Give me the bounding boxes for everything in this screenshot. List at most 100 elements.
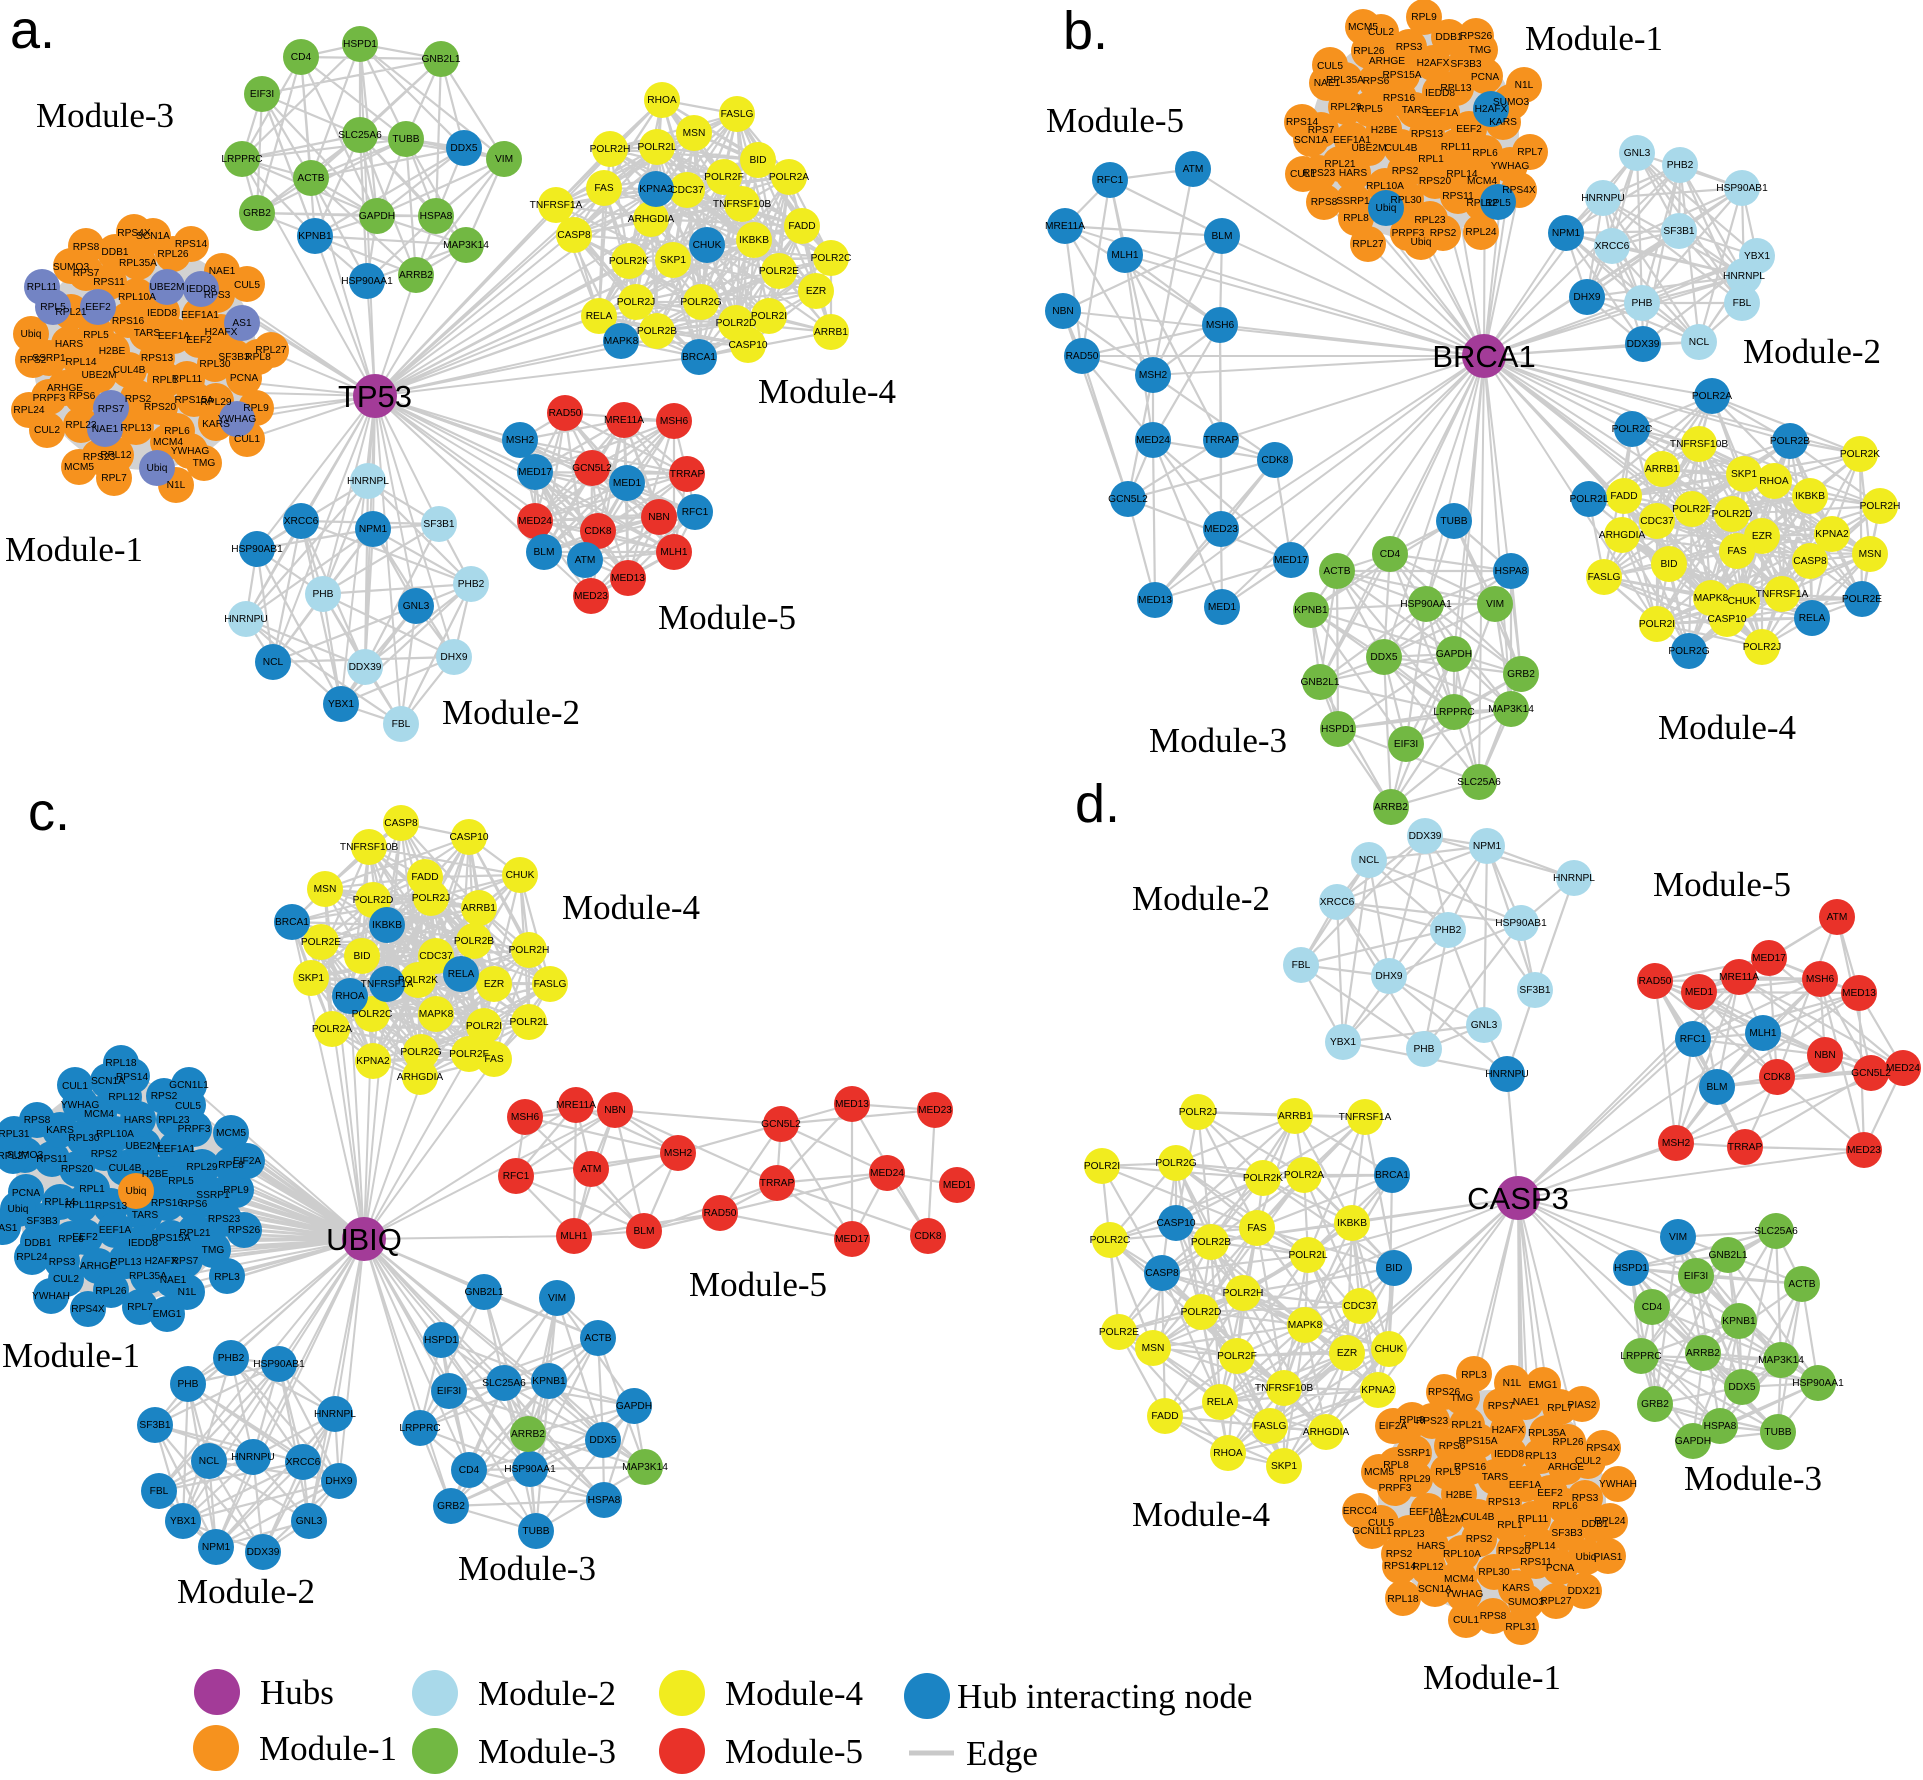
svg-text:RPL13: RPL13: [120, 423, 151, 434]
svg-text:DHX9: DHX9: [1375, 971, 1403, 982]
svg-text:RPS20: RPS20: [144, 402, 177, 413]
svg-text:EMG1: EMG1: [1529, 1380, 1558, 1391]
svg-text:POLR2I: POLR2I: [1084, 1161, 1120, 1172]
svg-text:NBN: NBN: [1052, 306, 1074, 317]
svg-text:RPL1: RPL1: [1497, 1520, 1523, 1531]
svg-text:FAS: FAS: [484, 1054, 503, 1065]
svg-text:RPL29: RPL29: [1399, 1474, 1430, 1485]
svg-text:YWHAH: YWHAH: [1599, 1479, 1637, 1490]
svg-text:RPS3: RPS3: [204, 290, 231, 301]
svg-text:RPL5: RPL5: [168, 1176, 194, 1187]
svg-text:N1L: N1L: [178, 1287, 197, 1298]
svg-text:DDX21: DDX21: [1568, 1586, 1601, 1597]
svg-text:RPS26: RPS26: [228, 1225, 261, 1236]
svg-text:RPS11: RPS11: [93, 277, 125, 288]
svg-text:BRCA1: BRCA1: [1375, 1170, 1409, 1181]
svg-text:TARS: TARS: [1402, 105, 1429, 116]
svg-text:NPM1: NPM1: [1552, 228, 1581, 239]
svg-text:GNB2L1: GNB2L1: [1300, 677, 1339, 688]
svg-text:ATM: ATM: [1183, 164, 1204, 175]
svg-text:PRPF3: PRPF3: [33, 393, 66, 404]
svg-text:CDK8: CDK8: [1763, 1072, 1791, 1083]
svg-text:TARS: TARS: [134, 328, 161, 339]
svg-text:MED17: MED17: [835, 1234, 869, 1245]
svg-text:POLR2D: POLR2D: [1181, 1307, 1222, 1318]
svg-text:CDK8: CDK8: [584, 526, 612, 537]
svg-text:RPS13: RPS13: [141, 353, 174, 364]
svg-text:SUMO3: SUMO3: [1493, 97, 1530, 108]
svg-text:N1L: N1L: [1515, 80, 1534, 91]
svg-text:POLR2L: POLR2L: [1288, 1250, 1327, 1261]
svg-text:KPNA2: KPNA2: [356, 1056, 390, 1067]
svg-text:ARHGDIA: ARHGDIA: [1599, 530, 1646, 541]
svg-text:POLR2H: POLR2H: [1223, 1288, 1264, 1299]
svg-text:RPS14: RPS14: [1286, 117, 1319, 128]
svg-text:UBE2M: UBE2M: [149, 282, 184, 293]
svg-text:RAD50: RAD50: [549, 408, 582, 419]
svg-text:RPS8: RPS8: [73, 242, 100, 253]
svg-text:MAP3K14: MAP3K14: [1488, 704, 1534, 715]
svg-text:IEDD8: IEDD8: [186, 284, 216, 295]
svg-text:MCM4: MCM4: [84, 1109, 114, 1120]
svg-text:RPL23: RPL23: [1393, 1529, 1424, 1540]
svg-text:MCM4: MCM4: [1444, 1574, 1474, 1585]
svg-text:RPL11: RPL11: [1441, 142, 1472, 153]
svg-text:FADD: FADD: [1151, 1411, 1178, 1422]
svg-text:CDC37: CDC37: [670, 185, 704, 196]
svg-text:EZR: EZR: [1752, 531, 1772, 542]
svg-text:EEF1A1: EEF1A1: [1333, 135, 1371, 146]
svg-text:ATM: ATM: [1827, 912, 1848, 923]
svg-text:RPL21: RPL21: [1451, 1420, 1482, 1431]
svg-text:RPS4X: RPS4X: [1586, 1443, 1620, 1454]
svg-text:EEF2: EEF2: [1537, 1488, 1563, 1499]
svg-text:POLR2I: POLR2I: [751, 311, 787, 322]
svg-text:RPL6: RPL6: [1472, 148, 1498, 159]
svg-text:RPS23: RPS23: [83, 452, 116, 463]
svg-text:RPS15A: RPS15A: [1382, 70, 1421, 81]
svg-text:RPS23: RPS23: [1303, 168, 1336, 179]
svg-text:KARS: KARS: [46, 1125, 74, 1136]
svg-text:TNFRSF10B: TNFRSF10B: [1670, 439, 1729, 450]
svg-text:Ubiq: Ubiq: [8, 1204, 29, 1215]
svg-text:MED23: MED23: [1204, 524, 1238, 535]
svg-text:MAPK8: MAPK8: [419, 1009, 454, 1020]
svg-text:POLR2J: POLR2J: [1179, 1107, 1218, 1118]
svg-text:ARHGE: ARHGE: [80, 1261, 116, 1272]
svg-text:CHUK: CHUK: [693, 240, 722, 251]
svg-text:TUBB: TUBB: [522, 1526, 549, 1537]
svg-text:CUL2: CUL2: [53, 1274, 79, 1285]
svg-text:XRCC6: XRCC6: [1320, 897, 1355, 908]
svg-text:RPS23: RPS23: [208, 1214, 241, 1225]
svg-text:Module-5: Module-5: [689, 1265, 827, 1304]
svg-text:H2BE: H2BE: [142, 1169, 169, 1180]
svg-text:Edge: Edge: [966, 1734, 1038, 1773]
svg-text:RPL5: RPL5: [1435, 1467, 1461, 1478]
svg-text:TMG: TMG: [202, 1245, 225, 1256]
svg-text:CUL4B: CUL4B: [109, 1163, 142, 1174]
svg-text:CUL5: CUL5: [175, 1101, 201, 1112]
svg-text:MED17: MED17: [1752, 953, 1786, 964]
svg-text:RPL35A: RPL35A: [1326, 75, 1364, 86]
svg-text:RPS7: RPS7: [73, 268, 100, 279]
svg-text:RPS20: RPS20: [1419, 176, 1452, 187]
svg-text:POLR2G: POLR2G: [400, 1047, 441, 1058]
svg-text:RPS15A: RPS15A: [1458, 1436, 1497, 1447]
svg-text:ARHGDIA: ARHGDIA: [397, 1072, 444, 1083]
svg-text:RPS15A: RPS15A: [151, 1233, 190, 1244]
svg-text:EIF3I: EIF3I: [1684, 1271, 1708, 1282]
svg-text:ARRB2: ARRB2: [1686, 1348, 1720, 1359]
svg-text:Ubiq: Ubiq: [1576, 1552, 1597, 1563]
svg-text:RPL23: RPL23: [158, 1115, 189, 1126]
svg-text:POLR2F: POLR2F: [1672, 504, 1712, 515]
svg-text:MED1: MED1: [1685, 987, 1714, 998]
svg-text:HNRNPU: HNRNPU: [1485, 1069, 1529, 1080]
svg-text:ARHGDIA: ARHGDIA: [1303, 1427, 1350, 1438]
svg-text:RPL10A: RPL10A: [1366, 181, 1404, 192]
svg-text:MCM4: MCM4: [1467, 176, 1497, 187]
svg-text:EEF1A1: EEF1A1: [157, 1144, 195, 1155]
svg-text:Module-1: Module-1: [5, 530, 143, 569]
svg-text:SKP1: SKP1: [660, 255, 686, 266]
svg-text:MCM5: MCM5: [1364, 1467, 1394, 1478]
svg-text:SCN1A: SCN1A: [1294, 135, 1328, 146]
svg-text:HARS: HARS: [1417, 1541, 1446, 1552]
